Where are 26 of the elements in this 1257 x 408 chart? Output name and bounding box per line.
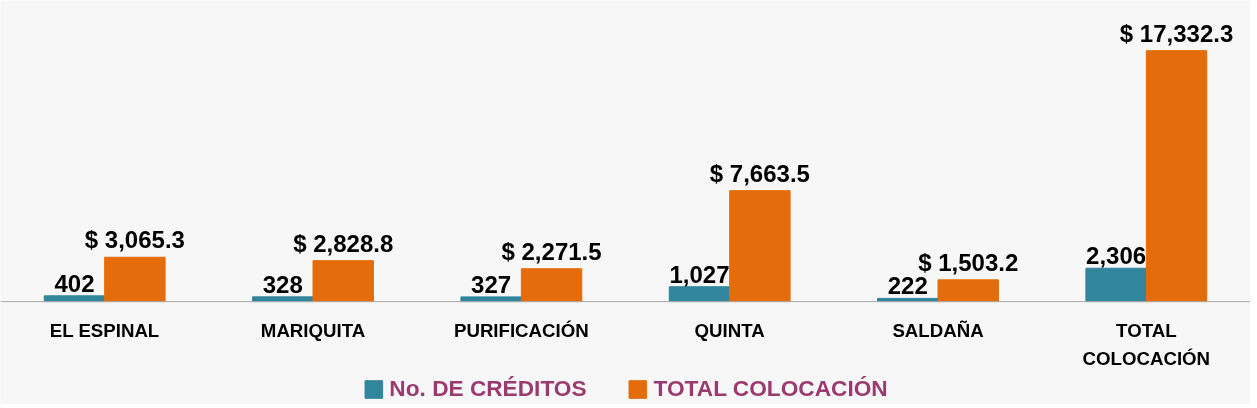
data-label: 402 (54, 269, 95, 297)
bar (729, 190, 791, 303)
bar (104, 256, 166, 303)
bar (1085, 267, 1147, 303)
data-label: 328 (262, 270, 303, 298)
bar (520, 268, 583, 303)
x-tick-label: EL ESPINAL (49, 319, 160, 341)
x-tick-label: MARIQUITA (260, 319, 366, 341)
x-tick-label: SALDAÑA (892, 319, 984, 341)
legend-label: No. DE CRÉDITOS (389, 375, 587, 402)
x-tick-label: PURIFICACIÓN (453, 319, 589, 341)
bar (668, 286, 731, 303)
x-tick-label: TOTAL COLOCACIÓN (1082, 319, 1211, 369)
bar (312, 260, 374, 303)
data-label: $ 7,663.5 (709, 159, 810, 187)
data-label: 2,306 (1086, 242, 1147, 270)
bar (937, 279, 999, 303)
data-label: $ 2,828.8 (293, 229, 394, 257)
data-label: $ 17,332.3 (1119, 19, 1234, 47)
x-tick-label: QUINTA (694, 319, 765, 341)
data-label: $ 2,271.5 (501, 237, 602, 265)
data-label: 327 (471, 270, 512, 298)
data-label: 1,027 (669, 260, 730, 288)
legend-label: TOTAL COLOCACIÓN (653, 375, 888, 402)
data-label: $ 3,065.3 (84, 226, 185, 254)
bar (1145, 50, 1208, 303)
